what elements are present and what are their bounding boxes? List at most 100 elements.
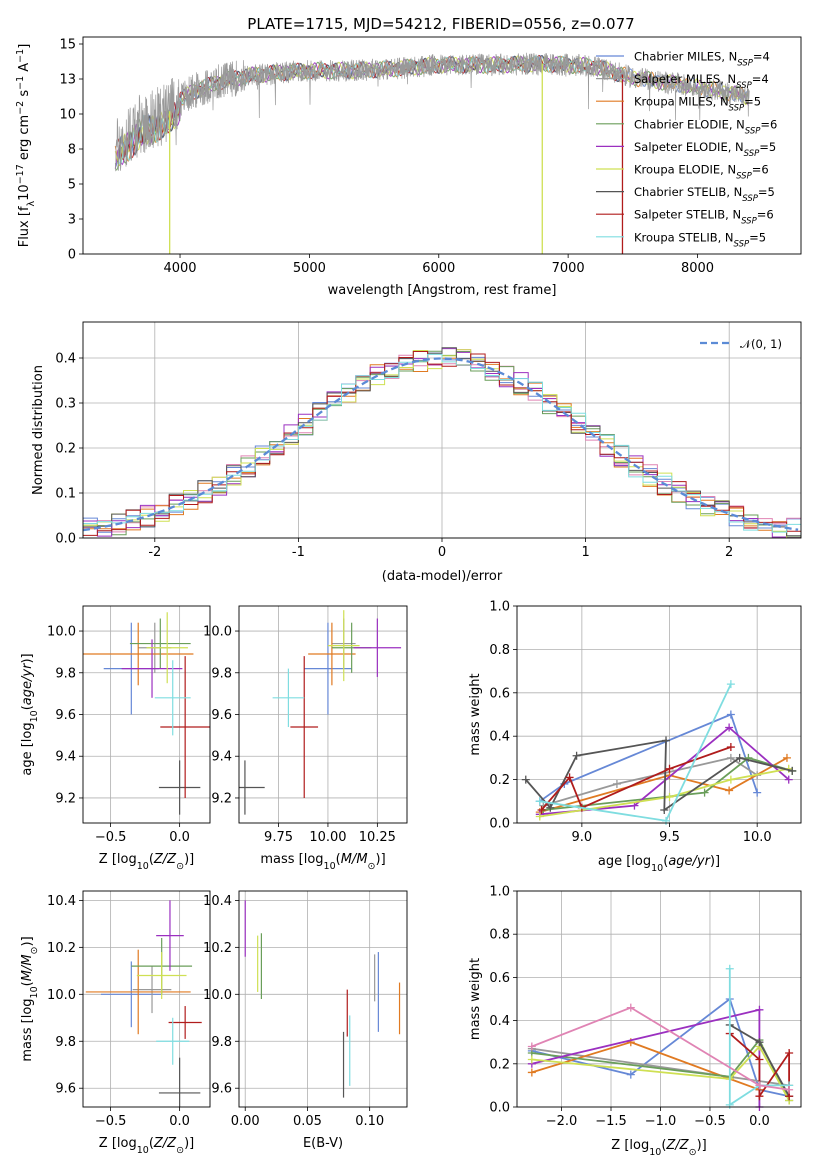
error-bar-point (85, 949, 191, 1035)
legend-entry: Kroupa ELODIE, NSSP=6 (634, 163, 769, 182)
spectrum-legend: Chabrier MILES, NSSP=4 Salpeter MILES, NS… (596, 50, 777, 249)
x-axis-label: age [log10(age/yr)] (598, 854, 720, 874)
y-tick-label: 9.8 (211, 1035, 232, 1050)
error-bar-point (160, 656, 210, 798)
y-tick-label: 13 (59, 73, 76, 88)
error-bar-point (290, 656, 319, 798)
x-tick-label: 1 (581, 545, 589, 560)
axes-frame (82, 36, 802, 255)
y-tick-label: 0.2 (489, 773, 510, 788)
y-tick-label: 0 (68, 248, 76, 263)
weight-marker (626, 1070, 635, 1079)
weight-marker (725, 964, 734, 973)
error-bar-point (83, 622, 194, 686)
x-axis-label: Z [log10(Z/Z⊙)] (611, 1138, 706, 1158)
y-tick-label: 9.8 (211, 666, 232, 681)
histogram-step-line (83, 353, 801, 537)
legend-entry: Salpeter MILES, NSSP=4 (634, 72, 769, 91)
normal-curve (82, 357, 799, 532)
weight-marker (735, 753, 744, 762)
y-tick-label: 10.0 (203, 988, 232, 1003)
y-tick-label: 9.4 (55, 750, 76, 765)
weight-marker (755, 1005, 764, 1014)
y-tick-label: 0.6 (489, 686, 510, 701)
x-tick-label: -2 (148, 545, 161, 560)
y-axis-label: Flux [fλ10−17 erg cm−2 s−1 A−1] (15, 44, 37, 248)
x-tick-label: −0.5 (95, 1114, 127, 1129)
legend-entry: Salpeter ELODIE, NSSP=5 (634, 140, 776, 159)
x-tick-label: −1.5 (595, 1114, 627, 1129)
error-bars (244, 900, 401, 1098)
y-tick-label: 9.2 (211, 791, 232, 806)
weight-marker (755, 1038, 764, 1047)
x-tick-label: 0.05 (293, 1114, 322, 1129)
weight-vs-metallicity-panel: −2.0 −1.5 −1.0 −0.5 0.0 0.0 0.2 0.4 0.6 0.8 1.0 Z [… (468, 885, 802, 1158)
y-tick-label: 9.6 (211, 1082, 232, 1097)
x-tick-label: −0.5 (694, 1114, 726, 1129)
weight-marker (784, 775, 793, 784)
y-tick-label: 10.0 (47, 625, 76, 640)
spectrum-lines (114, 52, 750, 254)
weight-marker (527, 1042, 536, 1051)
y-tick-label: 0.8 (489, 643, 510, 658)
error-bar-point (136, 952, 187, 999)
weight-marker (726, 775, 735, 784)
y-tick-label: 0.0 (55, 532, 76, 547)
legend-entry: Chabrier STELIB, NSSP=5 (634, 185, 775, 204)
y-tick-label: 5 (68, 178, 76, 193)
y-tick-label: 0.1 (55, 487, 76, 502)
y-tick-label: 0.8 (489, 928, 510, 943)
x-tick-label: 9.75 (264, 830, 293, 845)
y-axis-label: mass weight (468, 673, 483, 755)
y-axis-label: mass weight (468, 958, 483, 1040)
weight-marker (535, 812, 544, 821)
error-bar-point (156, 900, 184, 971)
weight-line (728, 968, 790, 1107)
error-bar-point (239, 760, 265, 815)
weight-line (531, 1041, 760, 1091)
weight-marker (725, 1100, 734, 1109)
histogram-steps (83, 347, 801, 538)
error-bar-point (158, 1057, 201, 1107)
error-bar-point (272, 668, 305, 728)
weight-marker (755, 1055, 764, 1064)
weight-marker (565, 773, 574, 782)
x-tick-label: −0.5 (95, 830, 127, 845)
mass-vs-metallicity-panel: −0.5 0.0 9.6 9.8 10.0 10.2 10.4 Z [log10(Z/Z⊙)]… (20, 890, 211, 1156)
x-tick-label: 0.0 (169, 1114, 190, 1129)
weight-marker (726, 743, 735, 752)
observed-spectrum-line (114, 52, 750, 172)
weight-marker (725, 723, 734, 732)
y-tick-label: 10.4 (47, 894, 76, 909)
x-tick-label: 0.0 (749, 1114, 770, 1129)
y-tick-label: 9.6 (55, 708, 76, 723)
x-tick-label: 10.00 (309, 830, 346, 845)
weight-lines (527, 964, 794, 1111)
age-vs-mass-panel: 9.75 10.00 10.25 9.2 9.4 9.6 9.8 10.0 mass [log1… (203, 605, 408, 872)
x-tick-label: 6000 (422, 261, 455, 276)
weight-marker (626, 1003, 635, 1012)
y-tick-label: 10.0 (47, 988, 76, 1003)
figure-title: PLATE=1715, MJD=54212, FIBERID=0556, z=0… (247, 15, 634, 33)
weight-marker (527, 1068, 536, 1077)
weight-marker (537, 805, 546, 814)
weight-marker (782, 753, 791, 762)
y-tick-label: 0.2 (55, 442, 76, 457)
weight-marker (726, 753, 735, 762)
error-bar-point (129, 618, 191, 669)
weight-marker (662, 816, 671, 825)
y-tick-label: 8 (68, 143, 76, 158)
error-bar-point (146, 612, 188, 684)
y-tick-label: 10.2 (47, 941, 76, 956)
x-tick-label: 9.0 (572, 830, 593, 845)
y-tick-label: 9.4 (211, 750, 232, 765)
weight-series (527, 1003, 794, 1094)
y-tick-label: 1.0 (489, 885, 510, 900)
y-tick-label: 3 (68, 213, 76, 228)
y-axis-label: Normed distribution (31, 365, 46, 495)
weight-marker (785, 1085, 794, 1094)
weight-marker (726, 710, 735, 719)
legend-entry: Chabrier ELODIE, NSSP=6 (634, 117, 777, 136)
weight-marker (662, 736, 671, 745)
